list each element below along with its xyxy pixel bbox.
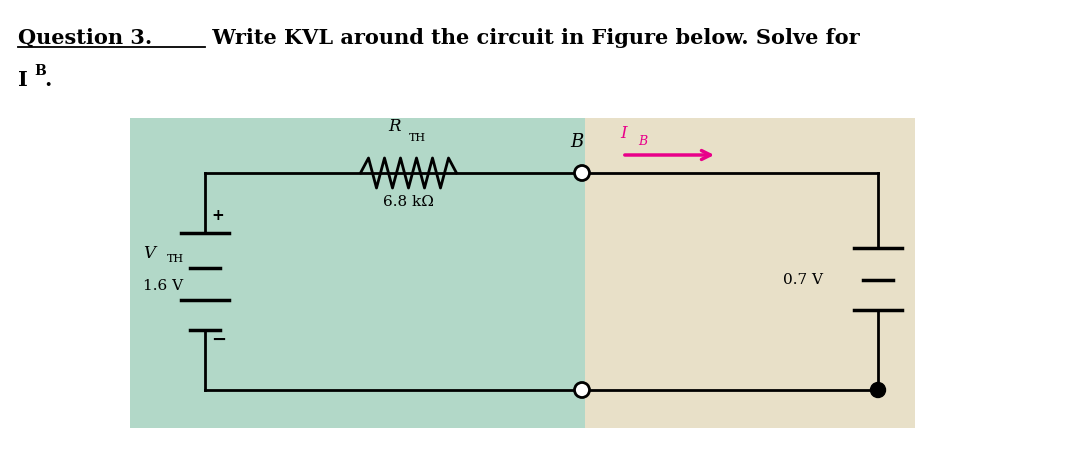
FancyBboxPatch shape <box>585 118 915 428</box>
Text: TH: TH <box>167 254 184 264</box>
Circle shape <box>575 382 590 398</box>
Circle shape <box>871 382 885 398</box>
FancyBboxPatch shape <box>130 118 585 428</box>
Text: B: B <box>34 64 45 78</box>
Text: +: + <box>211 208 224 224</box>
Text: R: R <box>388 118 401 135</box>
Text: 1.6 V: 1.6 V <box>143 279 183 293</box>
Text: −: − <box>211 331 226 349</box>
Text: 0.7 V: 0.7 V <box>783 273 823 287</box>
Text: V: V <box>143 245 155 262</box>
Text: Write KVL around the circuit in Figure below. Solve for: Write KVL around the circuit in Figure b… <box>205 28 859 48</box>
Text: 6.8 kΩ: 6.8 kΩ <box>383 195 434 209</box>
Text: B: B <box>570 133 583 151</box>
Text: .: . <box>44 70 52 90</box>
Circle shape <box>575 165 590 180</box>
Text: I: I <box>18 70 28 90</box>
Text: B: B <box>638 135 647 148</box>
Text: Question 3.: Question 3. <box>18 28 152 48</box>
Text: I: I <box>620 125 626 142</box>
Text: TH: TH <box>409 133 426 143</box>
